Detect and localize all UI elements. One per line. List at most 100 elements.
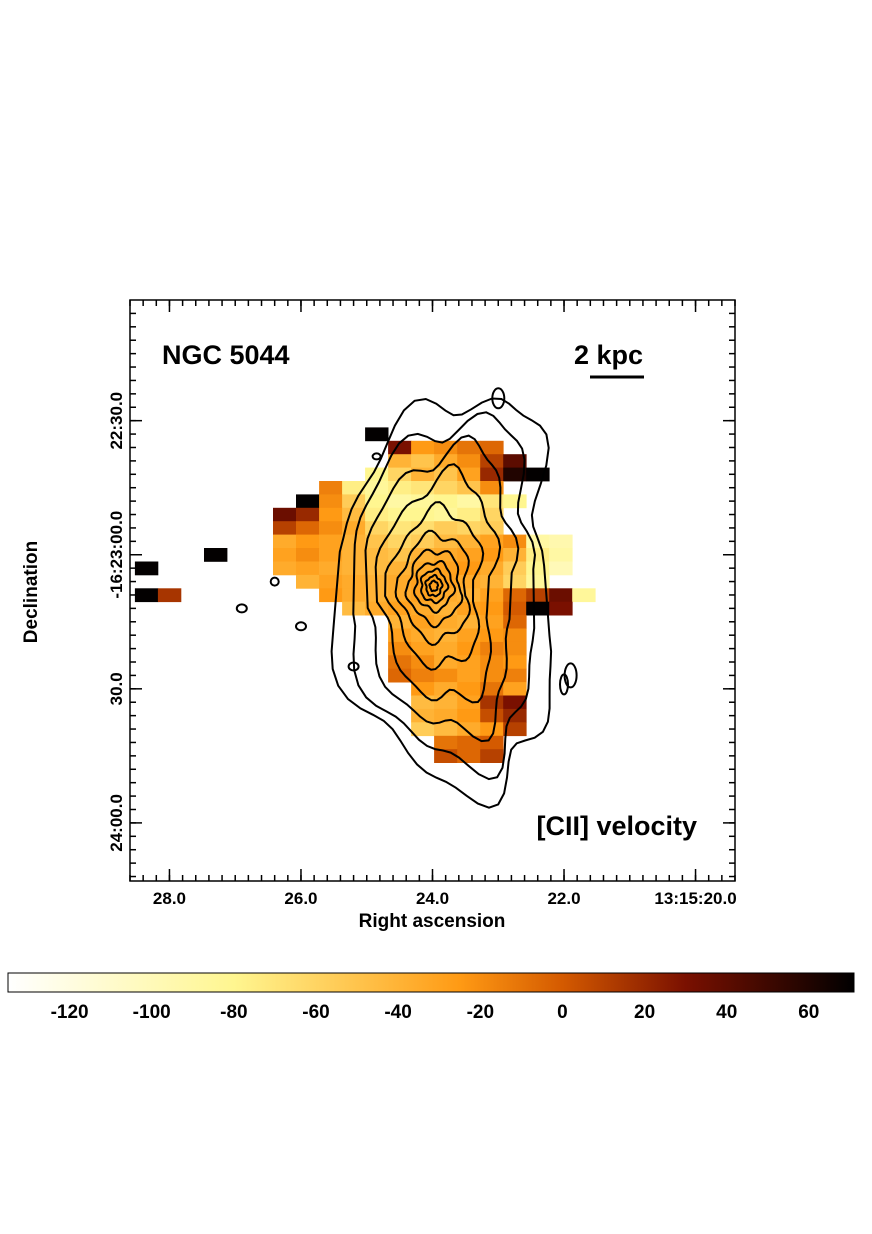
velocity-pixel [319, 588, 343, 603]
velocity-pixel [457, 561, 481, 576]
velocity-pixel [480, 615, 504, 629]
contour-blob [269, 576, 280, 587]
velocity-pixel [434, 467, 458, 482]
velocity-pixel [273, 507, 297, 522]
velocity-pixel [319, 548, 343, 562]
velocity-pixel [434, 548, 458, 562]
x-tick-label: 28.0 [153, 889, 186, 908]
x-tick-label: 26.0 [284, 889, 317, 908]
velocity-pixel [434, 494, 458, 509]
contour-blob [235, 603, 248, 614]
velocity-pixel [480, 655, 504, 670]
velocity-pixel [411, 668, 435, 683]
contour-blob [371, 452, 382, 461]
velocity-pixel [296, 521, 320, 535]
map-annotation: [CII] velocity [536, 811, 697, 841]
velocity-pixel [503, 641, 527, 656]
velocity-pixel [388, 601, 412, 616]
velocity-pixel [434, 668, 458, 683]
velocity-pixel [434, 601, 458, 616]
velocity-pixel [457, 574, 481, 589]
velocity-pixel [273, 548, 297, 562]
velocity-pixel [411, 722, 435, 737]
velocity-pixel [342, 534, 366, 549]
colorbar-tick-label: 40 [716, 1002, 737, 1023]
velocity-pixel [296, 574, 320, 589]
chart-title: NGC 5044 [162, 340, 290, 370]
colorbar-tick-label: 20 [634, 1002, 655, 1023]
y-tick-label: -16:23:00.0 [107, 511, 126, 599]
velocity-pixel [480, 722, 504, 737]
velocity-pixel [273, 521, 297, 535]
velocity-pixel [319, 494, 343, 509]
velocity-pixel [319, 481, 343, 495]
velocity-pixel [549, 534, 573, 549]
velocity-pixel [411, 615, 435, 629]
velocity-pixel [457, 735, 481, 750]
x-tick-label: 13:15:20.0 [654, 889, 736, 908]
colorbar-tick-labels: -120 -100 -80 -60 -40 -20 0 20 40 60 [51, 1002, 820, 1023]
contour-blob [295, 621, 307, 632]
velocity-pixel [134, 561, 159, 576]
colorbar [7, 972, 855, 993]
contour-blob [491, 387, 506, 410]
velocity-pixel [457, 628, 481, 643]
velocity-pixel [296, 507, 320, 522]
velocity-pixel [503, 682, 527, 696]
contour-level [413, 559, 457, 614]
velocity-pixel [411, 494, 435, 509]
x-axis-title: Right ascension [359, 911, 506, 932]
velocity-pixel [457, 708, 481, 723]
velocity-pixel [434, 641, 458, 656]
contour-level [428, 579, 439, 593]
velocity-pixel [365, 427, 389, 442]
velocity-pixel [434, 682, 458, 696]
velocity-pixel [480, 440, 504, 455]
velocity-pixel [411, 695, 435, 710]
velocity-pixel [388, 668, 412, 683]
velocity-pixel [342, 521, 366, 535]
y-tick-label: 22:30.0 [107, 392, 126, 450]
contour-level [424, 573, 444, 598]
velocity-pixel [342, 481, 366, 495]
velocity-pixel [549, 588, 573, 603]
velocity-pixel [457, 655, 481, 670]
velocity-pixel [526, 561, 550, 576]
velocity-pixel [434, 735, 458, 750]
colorbar-tick-label: 60 [798, 1002, 819, 1023]
velocity-pixel [434, 722, 458, 737]
velocity-pixel [457, 668, 481, 683]
velocity-pixel [411, 682, 435, 696]
axis-ticks [129, 300, 736, 881]
velocity-pixel [457, 682, 481, 696]
velocity-pixel [411, 454, 435, 468]
velocity-pixel [526, 574, 550, 589]
velocity-pixel [388, 615, 412, 629]
velocity-pixel [503, 534, 527, 549]
velocity-pixel [457, 722, 481, 737]
velocity-pixel [296, 494, 320, 509]
velocity-pixel [434, 481, 458, 495]
velocity-pixel [434, 521, 458, 535]
velocity-pixel [411, 440, 435, 455]
velocity-pixel [434, 440, 458, 455]
velocity-pixel [480, 561, 504, 576]
velocity-pixel [503, 708, 527, 723]
contour-level [330, 397, 553, 809]
y-tick-label: 30.0 [107, 672, 126, 705]
y-tick-labels: 22:30.0 -16:23:00.0 30.0 24:00.0 [107, 392, 126, 852]
velocity-pixel [457, 494, 481, 509]
velocity-pixel [319, 507, 343, 522]
velocity-pixel [296, 548, 320, 562]
velocity-pixel [480, 735, 504, 750]
velocity-pixel [457, 507, 481, 522]
velocity-pixel [388, 655, 412, 670]
velocity-pixel [434, 615, 458, 629]
velocity-pixel [503, 722, 527, 737]
velocity-pixel [134, 588, 159, 603]
contour-level [364, 434, 520, 743]
velocity-pixel [549, 601, 573, 616]
velocity-pixel [503, 628, 527, 643]
velocity-pixel [503, 601, 527, 616]
velocity-pixel [457, 641, 481, 656]
